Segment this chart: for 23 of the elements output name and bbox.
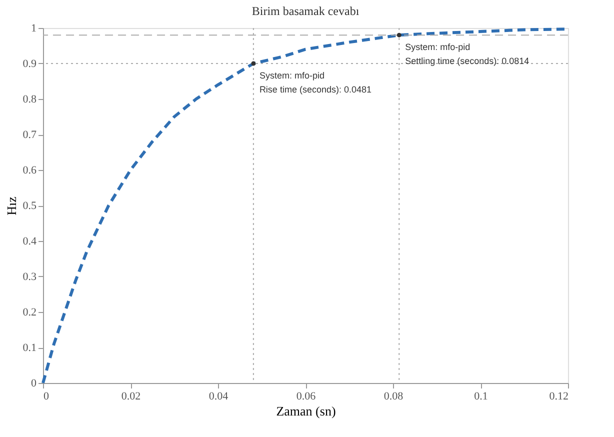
x-tick-label: 0.04	[208, 390, 229, 402]
y-tick-label: 0.5	[22, 200, 37, 212]
chart-title: Birim basamak cevabı	[252, 4, 360, 18]
y-tick-label: 0.8	[22, 94, 37, 106]
y-tick-label: 0.1	[22, 342, 36, 354]
annotation: System: mfo-pid Rise time (seconds): 0.0481	[259, 70, 372, 94]
y-tick-label: 0.9	[22, 58, 37, 70]
x-tick-label: 0	[44, 390, 50, 402]
x-axis-title: Zaman (sn)	[276, 404, 336, 418]
x-tick-label: 0.1	[474, 390, 488, 402]
y-tick-label: 0.7	[22, 129, 37, 141]
y-tick-label: 0	[31, 378, 37, 390]
y-axis-title: Hız	[4, 196, 19, 216]
y-tick-label: 0.6	[22, 164, 37, 176]
x-tick-label: 0.12	[549, 390, 568, 402]
x-tick-label: 0.06	[296, 390, 316, 402]
y-tick-label: 0.3	[22, 271, 37, 283]
x-tick-label: 0.02	[121, 390, 141, 402]
y-tick-label: 0.2	[22, 306, 36, 318]
y-tick-label: 1	[31, 22, 36, 34]
annotation: System: mfo-pid Settling time (seconds): 0.0814	[405, 42, 530, 66]
x-tick-label: 0.08	[384, 390, 404, 402]
y-tick-label: 0.4	[22, 236, 37, 248]
